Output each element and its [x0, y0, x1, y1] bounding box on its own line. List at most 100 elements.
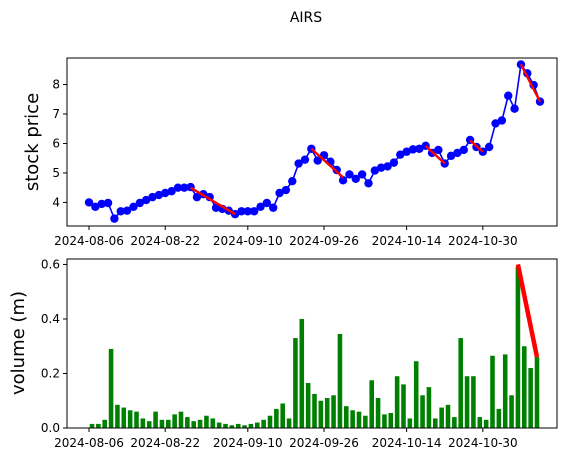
volume-bar	[165, 419, 171, 428]
volume-bar	[439, 407, 444, 428]
volume-bar	[153, 411, 158, 428]
volume-ytick-label: 0.2	[41, 366, 60, 380]
volume-bar	[305, 383, 311, 428]
volume-ytick-label: 0.0	[41, 421, 60, 435]
volume-bar	[102, 419, 108, 428]
price-trend-line	[190, 186, 236, 216]
price-trend-line	[424, 144, 446, 165]
price-point	[446, 151, 456, 161]
price-trend-line	[519, 63, 542, 103]
volume-bar	[515, 267, 521, 428]
volume-bar	[413, 361, 419, 428]
volume-plot-frame	[66, 258, 558, 429]
volume-ytick-label: 0.4	[41, 312, 60, 326]
price-point	[249, 207, 259, 216]
price-point	[357, 170, 367, 179]
volume-bar	[521, 346, 527, 428]
volume-ytick-label: 0.6	[41, 257, 60, 271]
volume-bar	[96, 423, 101, 428]
price-point	[288, 177, 297, 186]
price-point	[192, 192, 202, 202]
price-point	[504, 91, 513, 100]
price-panel: 4 5 6 7 8 2024-08-06 2024-08-22 2024-09-10 2024-…	[22, 57, 558, 248]
price-point	[180, 183, 189, 192]
price-point	[453, 148, 462, 158]
price-point	[269, 203, 278, 212]
volume-bar	[204, 415, 209, 428]
price-xtick-label: 2024-08-06	[54, 234, 124, 248]
price-point	[376, 163, 386, 172]
price-point	[173, 183, 183, 192]
volume-bar	[286, 418, 292, 428]
volume-bar	[140, 418, 146, 428]
volume-bar	[318, 400, 324, 428]
volume-bar	[426, 387, 432, 428]
volume-bar	[121, 407, 127, 428]
price-point	[91, 202, 100, 212]
volume-xtick-label: 2024-08-06	[54, 436, 124, 450]
price-point	[497, 116, 507, 125]
volume-bar	[235, 423, 241, 428]
price-point	[510, 104, 519, 113]
volume-bar	[172, 414, 177, 428]
volume-bar	[350, 410, 355, 428]
volume-plot-area	[67, 259, 557, 428]
price-point	[383, 162, 392, 171]
price-point	[351, 174, 360, 184]
volume-bar	[445, 404, 451, 428]
volume-bar	[496, 408, 502, 428]
volume-bar	[223, 423, 228, 428]
price-point	[294, 159, 303, 168]
price-point	[396, 150, 405, 159]
volume-bar	[197, 419, 203, 428]
price-point	[275, 188, 284, 198]
price-ytick-label: 5	[52, 166, 60, 180]
price-point	[434, 145, 443, 155]
price-point	[345, 170, 354, 179]
price-point	[148, 192, 157, 202]
volume-bar	[261, 419, 266, 428]
price-point	[364, 179, 373, 188]
price-point	[122, 206, 132, 215]
volume-trend-line	[515, 263, 540, 358]
price-point	[97, 199, 106, 209]
volume-bar	[210, 418, 216, 428]
volume-bar	[274, 408, 279, 428]
price-point	[281, 185, 291, 195]
volume-bar	[146, 421, 152, 428]
volume-bar	[401, 384, 406, 428]
volume-bar	[343, 406, 349, 428]
price-trend-line	[310, 147, 344, 179]
volume-bar	[254, 422, 260, 428]
price-plot-frame	[66, 57, 558, 227]
price-point	[110, 214, 119, 223]
volume-bar	[280, 403, 286, 428]
price-point	[484, 142, 494, 152]
volume-series	[89, 267, 540, 428]
volume-bar	[464, 376, 470, 428]
price-point	[141, 195, 151, 205]
price-point	[370, 166, 380, 175]
volume-bar	[509, 395, 514, 428]
volume-bar	[363, 415, 368, 428]
volume-bar	[369, 380, 375, 428]
price-point	[84, 198, 94, 207]
volume-bar	[134, 411, 139, 428]
price-ytick-label: 6	[52, 136, 60, 150]
price-point	[243, 207, 253, 216]
price-point	[402, 147, 411, 156]
price-xtick-label: 2024-10-14	[372, 234, 442, 248]
price-point	[535, 97, 545, 106]
price-axis-ticks: 4 5 6 7 8 2024-08-06 2024-08-22 2024-09-10 2024-…	[52, 78, 517, 248]
volume-bar	[312, 393, 317, 428]
price-xtick-label: 2024-08-22	[130, 234, 200, 248]
price-point	[161, 188, 170, 198]
volume-bar	[528, 368, 533, 428]
price-point	[491, 119, 500, 128]
price-trend-lines	[190, 63, 542, 216]
volume-bar	[483, 419, 489, 428]
price-point	[103, 198, 113, 208]
volume-bar	[534, 357, 540, 428]
volume-bar	[388, 413, 394, 428]
price-xtick-label: 2024-09-10	[213, 234, 283, 248]
